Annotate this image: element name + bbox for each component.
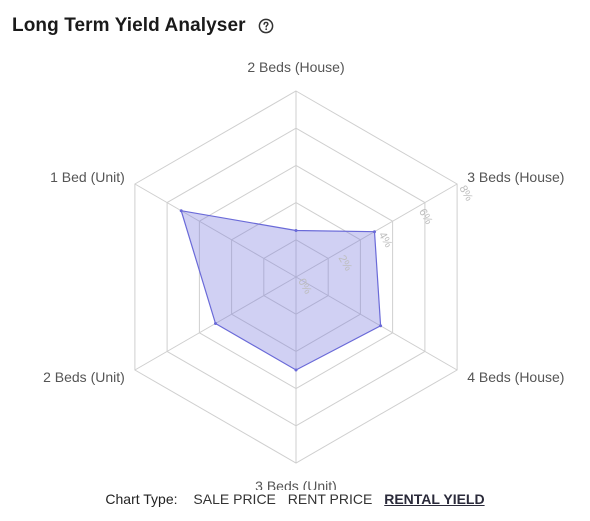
axis-label: 2 Beds (Unit) — [43, 369, 125, 385]
radar-grid — [134, 90, 458, 464]
data-point[interactable] — [179, 209, 183, 213]
chart-type-sale-price[interactable]: SALE PRICE — [193, 491, 276, 507]
data-point[interactable] — [214, 322, 217, 325]
radar-chart: 0%2%4%6%8% 2 Beds (House)3 Beds (House)4… — [43, 59, 564, 490]
chart-header: Long Term Yield Analyser — [12, 14, 274, 38]
radar-data — [179, 209, 383, 372]
grid-spoke — [134, 183, 297, 278]
chart-type-rent-price[interactable]: RENT PRICE — [287, 491, 373, 507]
axis-label: 4 Beds (House) — [467, 369, 564, 385]
tick-label: 4% — [376, 230, 394, 250]
series-area[interactable] — [180, 209, 382, 371]
chart-type-label: Chart Type: — [105, 491, 178, 507]
tick-label: 8% — [457, 184, 475, 204]
question-circle-icon[interactable] — [258, 18, 274, 34]
data-point[interactable] — [373, 230, 376, 234]
axis-label: 2 Beds (House) — [247, 59, 344, 75]
radar-axis-labels: 2 Beds (House) 3 Beds (House) 4 Beds (Hous… — [43, 59, 564, 490]
chart-type-rental-yield[interactable]: RENTAL YIELD — [384, 491, 485, 507]
axis-label: 3 Beds (House) — [467, 169, 564, 185]
grid-spoke — [295, 276, 458, 371]
data-point[interactable] — [294, 368, 298, 372]
data-point[interactable] — [379, 324, 383, 328]
grid-spoke — [295, 183, 458, 278]
axis-label: 1 Bed (Unit) — [50, 169, 125, 185]
chart-type-selector: Chart Type: SALE PRICE RENT PRICE RENTAL… — [0, 491, 590, 507]
tick-label: 6% — [416, 207, 434, 227]
data-point[interactable] — [294, 229, 298, 232]
page-title: Long Term Yield Analyser — [12, 15, 246, 36]
axis-label: 3 Beds (Unit) — [255, 478, 337, 490]
